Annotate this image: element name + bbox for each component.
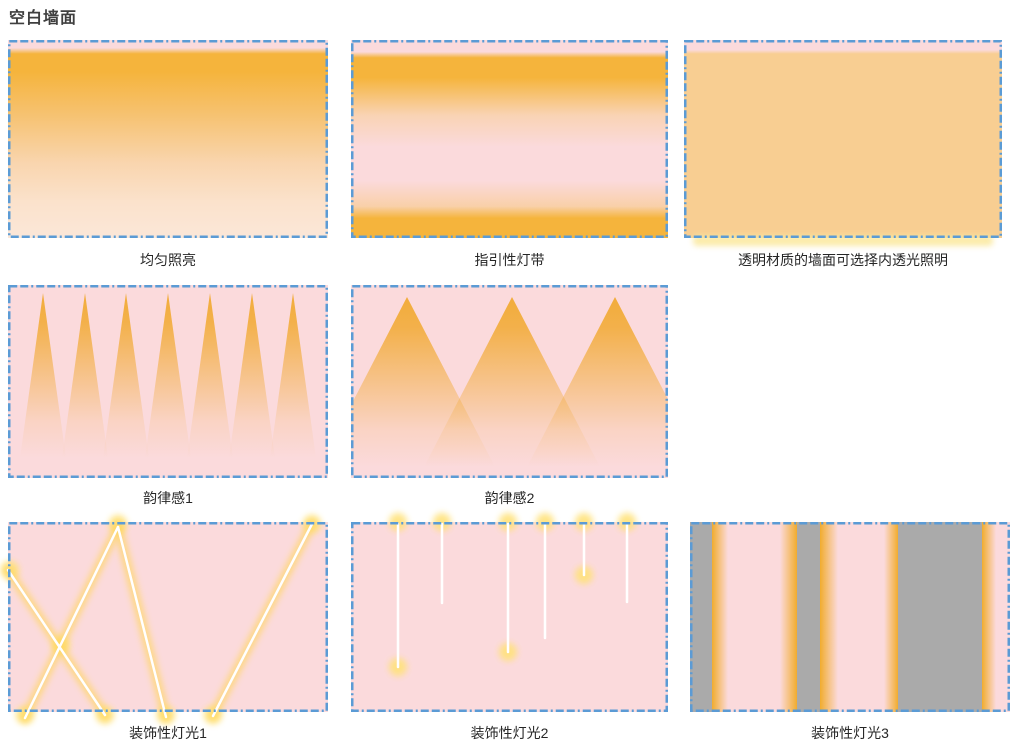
panel-dashed-border (8, 40, 328, 238)
panel-caption-decorative-light-3: 装饰性灯光3 (811, 725, 889, 741)
panel-caption-uniform-lighting: 均匀照亮 (140, 252, 196, 268)
panel-caption-translucent-wall: 透明材质的墙面可选择内透光照明 (738, 252, 948, 268)
decorative-light-1-preview (1, 515, 328, 724)
guiding-light-strip-preview (351, 40, 668, 238)
panel-dashed-border (351, 40, 668, 238)
rhythm-1-preview (8, 285, 328, 478)
translucent-wall-lighting-preview (684, 40, 1002, 246)
under-panel-glow (693, 235, 993, 246)
decorative-light-2-preview (351, 513, 668, 712)
decorative-light-3-preview (690, 522, 1010, 712)
panel-caption-rhythm-1: 韵律感1 (143, 490, 193, 506)
rhythm-2-preview (351, 285, 668, 478)
panel-dashed-border (684, 40, 1002, 238)
uniform-lighting-preview (8, 40, 328, 238)
page-title: 空白墙面 (9, 10, 78, 27)
panel-caption-decorative-light-2: 装饰性灯光2 (470, 725, 549, 741)
panel-caption-guiding-light-strip: 指引性灯带 (474, 252, 545, 268)
panel-caption-decorative-light-1: 装饰性灯光1 (129, 725, 207, 741)
panel-caption-rhythm-2: 韵律感2 (484, 490, 535, 506)
